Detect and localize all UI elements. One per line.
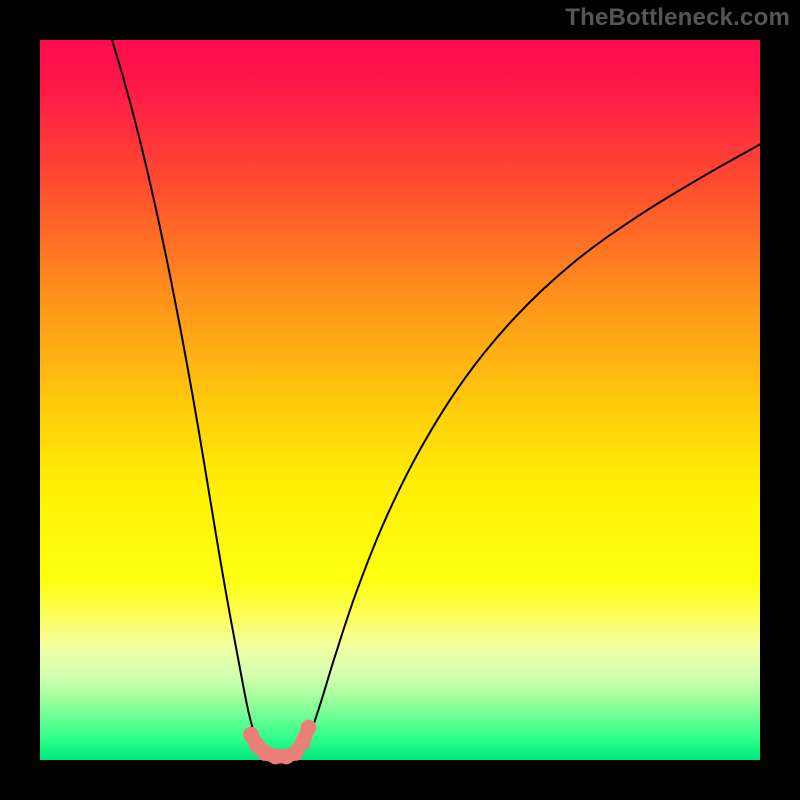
figure-container: TheBottleneck.com: [0, 0, 800, 800]
plot-background: [40, 40, 760, 760]
watermark-text: TheBottleneck.com: [565, 4, 790, 32]
valley-marker: [301, 720, 317, 736]
valley-marker: [295, 734, 311, 750]
bottleneck-chart: [0, 0, 800, 800]
